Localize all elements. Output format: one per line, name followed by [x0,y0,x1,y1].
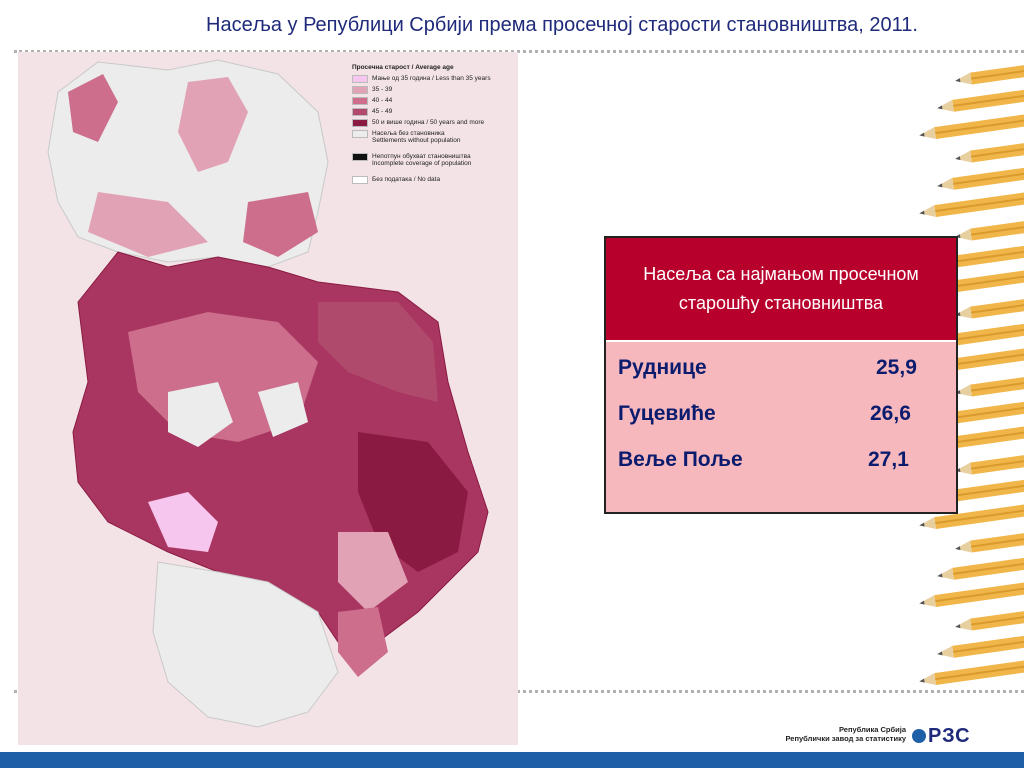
pencil-icon [937,555,1024,580]
serbia-map [47,59,489,728]
settlement-name: Веље Поље [618,448,743,471]
legend-item-no-population: Насеља без становника Settlements withou… [352,130,516,144]
settlement-name: Гуцевиће [618,402,716,425]
legend-swatch [352,75,368,83]
map-region-north-pink2 [178,77,248,172]
institution-name: Република Србија Републички завод за ста… [785,725,906,743]
legend-label: 45 - 49 [372,108,393,115]
legend-item-incomplete: Непотпун обухват становништва Incomplete… [352,153,516,167]
legend-swatch [352,119,368,127]
map-region-south-grey [152,561,339,728]
logo-mark-text: РЗС [928,724,971,747]
legend-label: 40 - 44 [372,97,393,104]
table-row: Веље Поље 27,1 [606,434,956,480]
pencil-icon [955,452,1024,475]
legend-swatch [352,153,368,161]
average-age-value: 26,6 [870,402,911,425]
map-panel: Просечна старост / Average age Мање од 3… [18,52,518,745]
pencil-icon [955,530,1024,553]
legend-label: Мање од 35 година / Less than 35 years [372,75,491,82]
table-row: Гуцевиће 26,6 [606,388,956,434]
legend-label-en: Settlements without population [372,137,461,144]
legend-swatch [352,86,368,94]
average-age-value: 25,9 [876,356,917,379]
legend-label: Насеља без становника [372,130,445,137]
map-region-southeast [338,607,388,677]
pencil-icon [955,296,1024,319]
map-region-south-pink [338,532,408,612]
map-region-east [318,302,438,402]
institution-line1: Република Србија [838,725,906,734]
legend-label: Непотпун обухват становништва [372,153,471,160]
legend-label-en: Incomplete coverage of population [372,160,472,167]
legend-item-under-35: Мање од 35 година / Less than 35 years [352,75,516,83]
pencil-icon [955,62,1024,85]
average-age-value: 27,1 [868,448,909,471]
logo-dot-icon [912,729,926,743]
table-row: Руднице 25,9 [606,342,956,388]
map-legend: Просечна старост / Average age Мање од 3… [352,64,516,187]
footer-bar [0,752,1024,768]
legend-label: Без података / No data [372,176,441,183]
map-region-central-white1 [168,382,233,447]
pencil-icon [919,502,1024,530]
legend-swatch [352,130,368,138]
pencil-icon [937,87,1024,112]
rzs-logo: РЗС [912,724,971,748]
legend-item-45-49: 45 - 49 [352,108,516,116]
legend-item-40-44: 40 - 44 [352,97,516,105]
pencil-icon [919,580,1024,608]
legend-swatch [352,176,368,184]
map-region-north-pink4 [243,192,318,257]
legend-swatch [352,108,368,116]
pencil-icon [955,218,1024,241]
legend-item-50-plus: 50 и више година / 50 years and more [352,119,516,127]
legend-label: 35 - 39 [372,86,393,93]
legend-title: Просечна старост / Average age [352,64,454,71]
legend-swatch [352,97,368,105]
pencil-icon [919,112,1024,140]
institution-line2: Републички завод за статистику [785,734,906,743]
pencil-icon [937,165,1024,190]
pencil-icon [919,658,1024,686]
settlement-name: Руднице [618,356,707,379]
slide-title: Насеља у Републици Србији према просечно… [206,14,918,36]
pencil-icon [919,190,1024,218]
map-region-southwest-light [148,492,218,552]
legend-item-no-data: Без података / No data [352,176,516,184]
map-region-north-pink1 [68,74,118,142]
table-header: Насеља са најмањом просечном старошћу ст… [606,238,956,342]
youngest-settlements-table: Насеља са најмањом просечном старошћу ст… [604,236,958,514]
legend-label: 50 и више година / 50 years and more [372,119,485,126]
pencil-icon [955,140,1024,163]
bottom-dotted-divider [14,690,1024,693]
pencils-decoration [919,62,1024,686]
pencil-icon [937,633,1024,658]
map-region-central-white2 [258,382,308,437]
pencil-icon [955,608,1024,631]
legend-item-35-39: 35 - 39 [352,86,516,94]
map-region-north-pink3 [88,192,208,257]
pencil-icon [955,374,1024,397]
top-dotted-divider [14,50,1024,53]
